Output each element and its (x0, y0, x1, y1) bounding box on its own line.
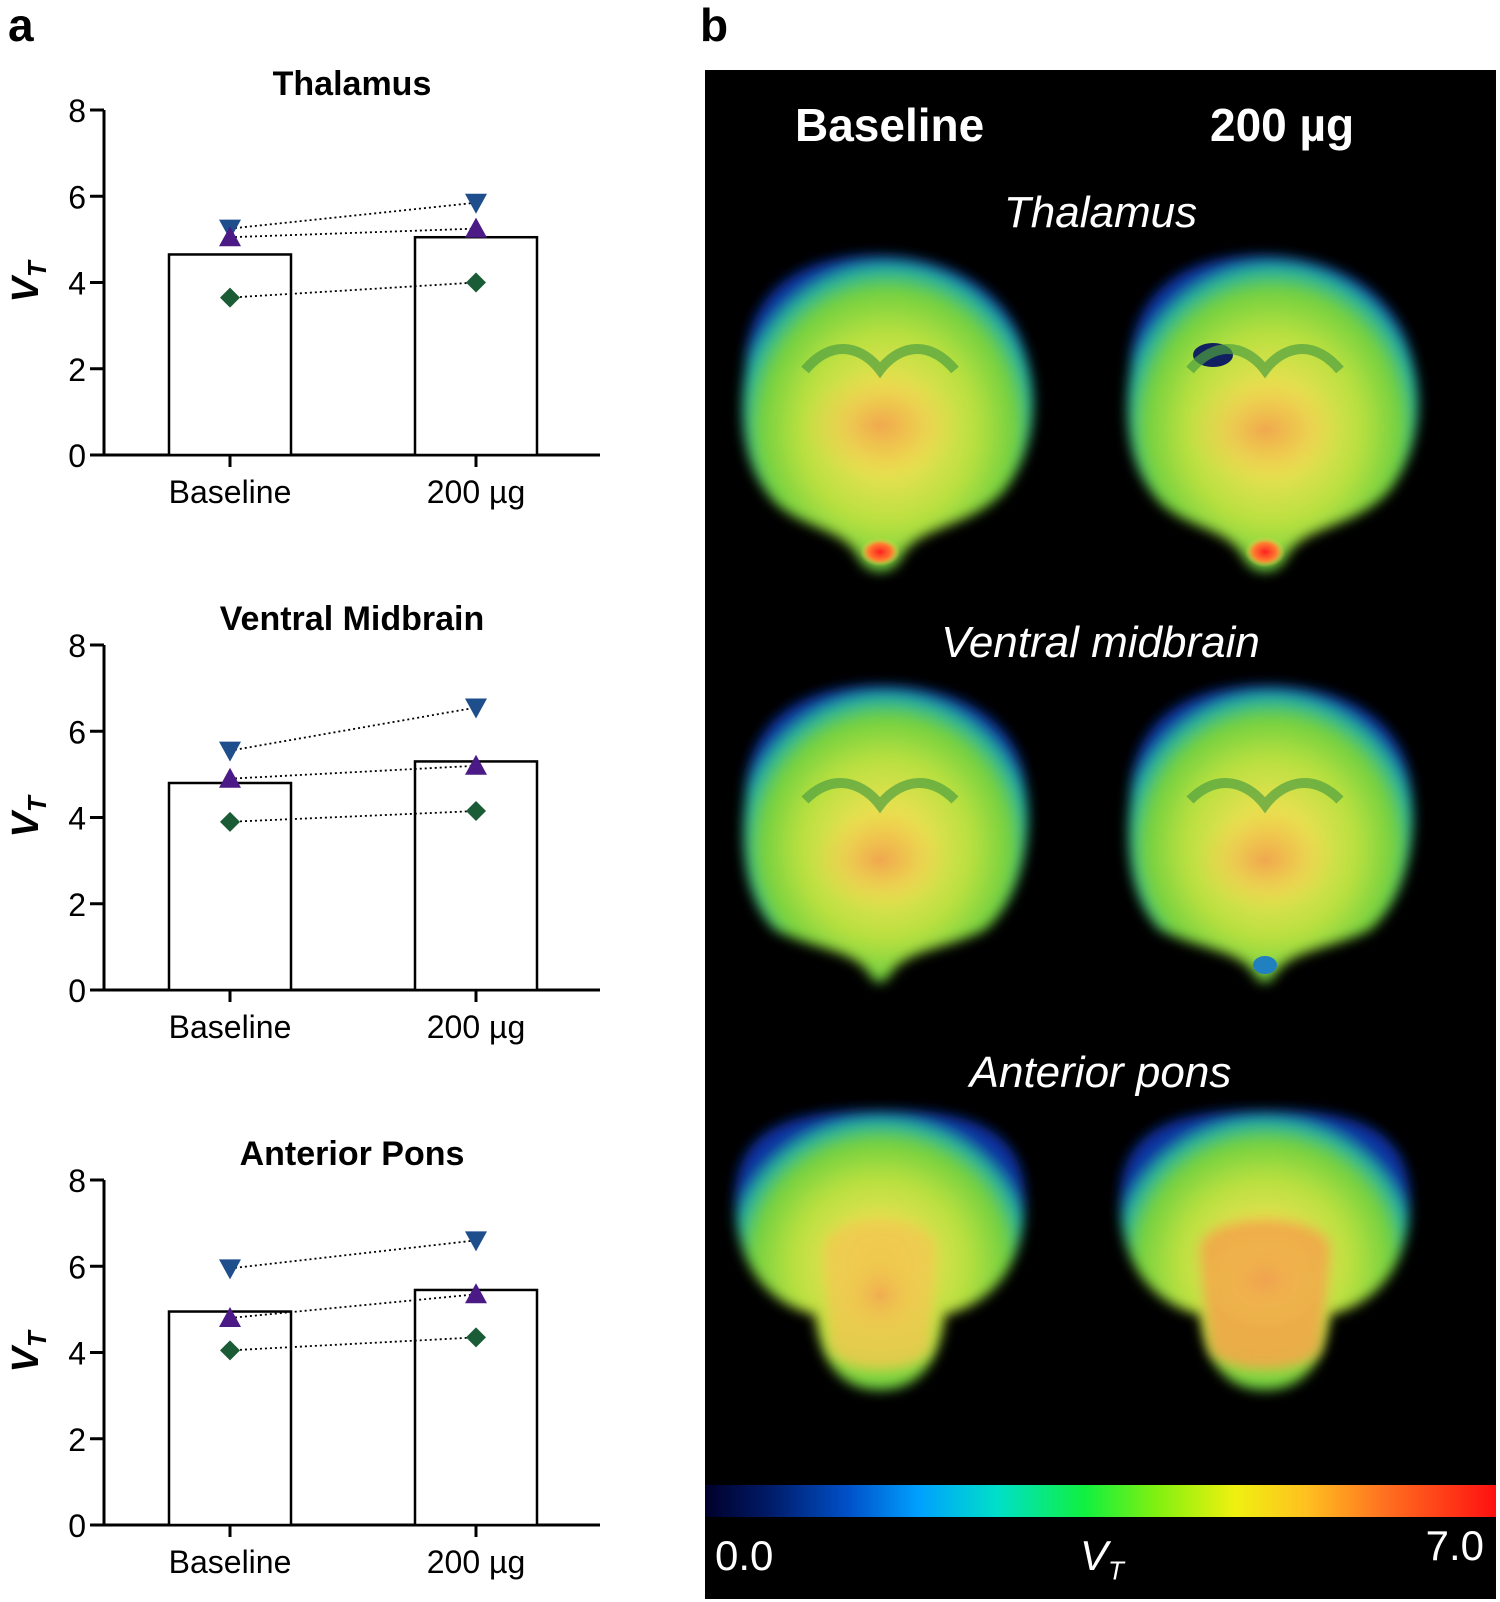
bar (413, 1288, 539, 1527)
panel-b-letter: b (700, 0, 729, 51)
y-tick-label: 0 (68, 438, 86, 474)
region-label-anterior-pons: Anterior pons (969, 1048, 1232, 1097)
data-point-diamond (220, 287, 240, 308)
chart-2: Anterior Pons VT 0 2 4 6 8 Baseline 200 µg (5, 1135, 600, 1580)
y-tick-label: 6 (68, 714, 86, 750)
y-tick-label: 0 (68, 973, 86, 1009)
colorbar-title-main: V (1080, 1532, 1109, 1579)
y-axis-label: VT (5, 1329, 52, 1372)
y-axis-label: VT (5, 259, 52, 302)
paired-line (229, 810, 477, 823)
y-tick-label: 8 (68, 1163, 86, 1199)
data-point-triangle-down (465, 1231, 487, 1252)
y-tick-label: 4 (68, 266, 86, 302)
y-tick-label: 2 (68, 352, 86, 388)
brain-thalamus-dose (1127, 255, 1419, 572)
y-axis-label-main: V (5, 275, 47, 303)
data-point-triangle-up (465, 217, 487, 238)
y-tick-label: 6 (68, 179, 86, 215)
bar (413, 760, 539, 992)
chart-title: Ventral Midbrain (220, 600, 485, 638)
colorbar (705, 1485, 1496, 1517)
paired-line (229, 281, 477, 299)
colorbar-title: VT (1080, 1532, 1124, 1586)
brain-ventral-midbrain-dose (1128, 685, 1414, 983)
x-tick-label: Baseline (169, 1009, 292, 1045)
region-label-thalamus: Thalamus (1003, 188, 1198, 237)
y-tick-label: 2 (68, 1422, 86, 1458)
data-point-triangle-up (465, 754, 487, 775)
bar (167, 253, 293, 457)
data-point-diamond (466, 272, 486, 293)
y-tick-label: 2 (68, 887, 86, 923)
y-axis-label-sub: T (22, 1329, 52, 1347)
x-tick-label: Baseline (169, 474, 292, 510)
y-axis-label-sub: T (22, 259, 52, 277)
x-tick-label: 200 µg (427, 474, 526, 510)
data-point-diamond (466, 1327, 486, 1348)
brain-anterior-pons-baseline (735, 1110, 1025, 1390)
column-label-dose: 200 µg (1210, 99, 1355, 151)
data-point-triangle-down (219, 1259, 241, 1280)
colorbar-min-label: 0.0 (715, 1532, 774, 1579)
bar (413, 235, 539, 457)
data-point-triangle-up (219, 767, 241, 788)
data-point-diamond (466, 801, 486, 822)
paired-line (229, 706, 477, 752)
brain-anterior-pons-dose (1120, 1110, 1410, 1390)
chart-title: Anterior Pons (240, 1135, 465, 1173)
x-tick-label: Baseline (169, 1544, 292, 1580)
paired-line (229, 201, 477, 230)
y-tick-label: 8 (68, 628, 86, 664)
bar (167, 781, 293, 992)
colorbar-title-sub: T (1108, 1555, 1124, 1586)
y-tick-label: 6 (68, 1249, 86, 1285)
y-tick-label: 8 (68, 93, 86, 129)
chart-1: Ventral Midbrain VT 0 2 4 6 8 Baseline 200 µg (5, 600, 600, 1045)
panel-a-letter: a (8, 0, 34, 51)
y-tick-label: 4 (68, 801, 86, 837)
x-tick-label: 200 µg (427, 1009, 526, 1045)
region-label-ventral-midbrain: Ventral midbrain (941, 618, 1260, 667)
y-tick-label: 0 (68, 1508, 86, 1544)
y-axis-label-sub: T (22, 794, 52, 812)
paired-line (229, 1293, 477, 1319)
y-axis-label-main: V (5, 810, 47, 838)
data-point-triangle-down (465, 193, 487, 214)
y-axis-label-main: V (5, 1345, 47, 1373)
data-point-triangle-up (219, 226, 241, 247)
paired-line (229, 227, 477, 239)
colorbar-max-label: 7.0 (1425, 1522, 1484, 1569)
data-point-triangle-up (219, 1307, 241, 1327)
chart-title: Thalamus (273, 65, 432, 103)
data-point-diamond (220, 811, 240, 832)
data-point-diamond (220, 1340, 240, 1361)
column-label-baseline: Baseline (795, 99, 985, 151)
data-point-triangle-down (465, 698, 487, 719)
paired-line (229, 1336, 477, 1352)
paired-line (229, 1239, 477, 1270)
y-tick-label: 4 (68, 1336, 86, 1372)
data-point-triangle-up (465, 1283, 487, 1304)
chart-0: Thalamus VT 0 2 4 6 8 Baseline 200 µg (5, 65, 600, 510)
x-tick-label: 200 µg (427, 1544, 526, 1580)
paired-line (229, 764, 477, 780)
pet-image-panel: Baseline 200 µg Thalamus Ventral midbrai… (705, 70, 1496, 1599)
pet-brain-images (735, 255, 1419, 1390)
data-point-triangle-down (219, 741, 241, 762)
brain-ventral-midbrain-baseline (743, 685, 1029, 983)
y-axis-label: VT (5, 794, 52, 837)
brain-thalamus-baseline (742, 255, 1034, 572)
